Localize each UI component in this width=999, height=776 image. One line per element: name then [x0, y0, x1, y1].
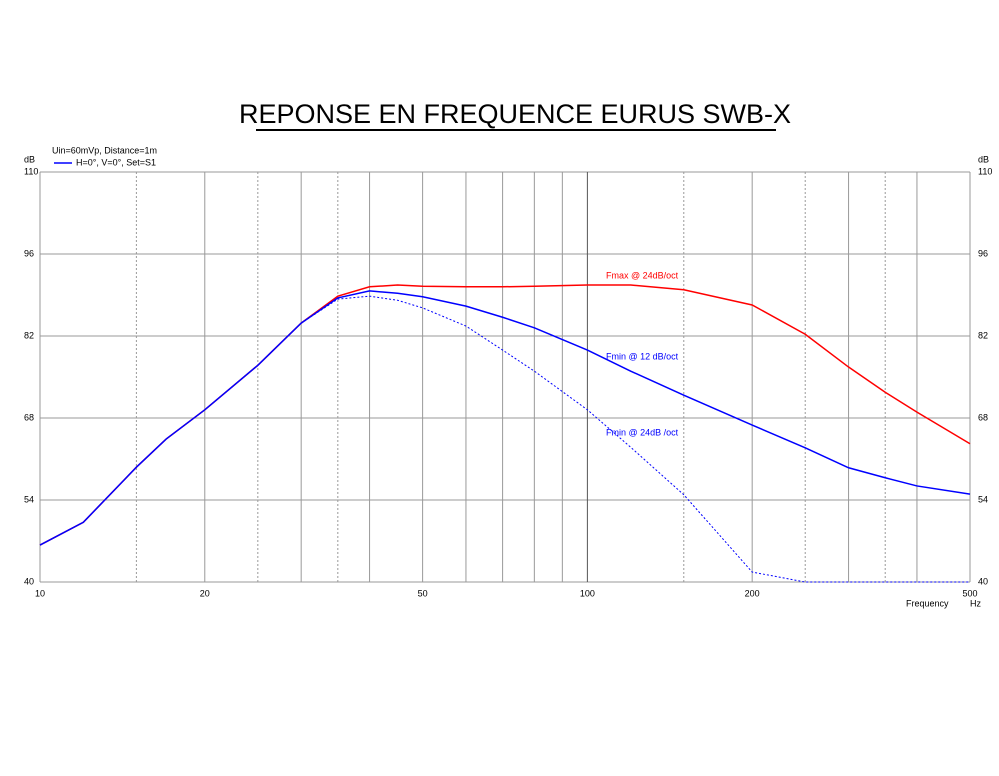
y-tick-label-right: 82 — [978, 330, 988, 340]
x-tick-label: 100 — [580, 588, 595, 598]
y-axis-label-right: dB — [978, 154, 989, 164]
series-label: Fmin @ 24dB /oct — [606, 427, 679, 437]
series-label: Fmin @ 12 dB/oct — [606, 351, 679, 361]
x-tick-label: 500 — [962, 588, 977, 598]
x-tick-label: 20 — [200, 588, 210, 598]
y-tick-label: 96 — [24, 248, 34, 258]
chart-title: REPONSE EN FREQUENCE EURUS SWB-X — [239, 99, 791, 129]
y-tick-label: 110 — [24, 166, 38, 176]
legend-entry: H=0°, V=0°, Set=S1 — [76, 157, 156, 167]
y-tick-label: 82 — [24, 330, 34, 340]
x-tick-label: 50 — [418, 588, 428, 598]
x-axis-label: Frequency — [906, 598, 949, 608]
series-line — [39, 290, 971, 546]
y-tick-label-right: 68 — [978, 412, 988, 422]
series-line — [39, 284, 971, 546]
y-tick-label-right: 110 — [978, 166, 992, 176]
y-tick-label: 40 — [24, 576, 34, 586]
x-tick-label: 10 — [35, 588, 45, 598]
y-tick-label-right: 96 — [978, 248, 988, 258]
y-axis-label: dB — [24, 154, 35, 164]
series-line — [39, 295, 970, 583]
x-tick-label: 200 — [745, 588, 760, 598]
x-axis-unit: Hz — [970, 598, 981, 608]
series-label: Fmax @ 24dB/oct — [606, 270, 679, 280]
legend-title: Uin=60mVp, Distance=1m — [52, 145, 157, 155]
y-tick-label: 68 — [24, 412, 34, 422]
y-tick-label: 54 — [24, 494, 34, 504]
y-tick-label-right: 54 — [978, 494, 988, 504]
y-tick-label-right: 40 — [978, 576, 988, 586]
